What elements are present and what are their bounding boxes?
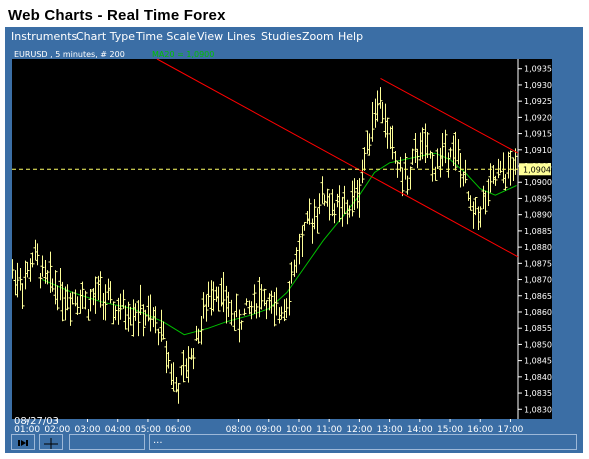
menu-view[interactable]: View	[197, 30, 224, 43]
y-tick-label: 1,0925	[524, 97, 552, 106]
x-tick-label: 06:00	[165, 425, 191, 435]
price-chart[interactable]: EURUSD , 5 minutes, # 200 MA20 = 1,0900 …	[12, 50, 552, 454]
y-tick-label: 1,0910	[524, 146, 552, 155]
chart-window: Instruments Chart Type Time Scale View L…	[5, 27, 583, 453]
y-tick-label: 1,0935	[524, 65, 552, 74]
ma20-label: MA20 = 1,0900	[152, 50, 214, 59]
current-price-label: 1,0904	[523, 165, 551, 174]
y-tick-label: 1,0835	[524, 389, 552, 398]
trend-line[interactable]	[156, 58, 519, 258]
status-bar: ...	[5, 432, 583, 453]
trend-line[interactable]	[380, 78, 519, 154]
current-price-marker	[519, 163, 551, 176]
date-label: 08/27/03	[14, 416, 59, 427]
price-axis	[518, 59, 552, 419]
menu-instruments[interactable]: Instruments	[11, 30, 78, 43]
menu-chart-type[interactable]: Chart Type	[76, 30, 135, 43]
y-tick-label: 1,0900	[524, 178, 552, 187]
menu-zoom[interactable]: Zoom	[302, 30, 334, 43]
menu-time-scale[interactable]: Time Scale	[136, 30, 197, 43]
y-tick-label: 1,0895	[524, 194, 552, 203]
y-tick-label: 1,0920	[524, 113, 552, 122]
x-tick-label: 02:00	[44, 425, 70, 435]
status-field-1	[69, 434, 145, 450]
y-tick-label: 1,0855	[524, 324, 552, 333]
x-tick-label: 10:00	[286, 425, 312, 435]
x-tick-label: 05:00	[135, 425, 161, 435]
play-pause-button[interactable]	[11, 434, 35, 450]
app-title: Web Charts - Real Time Forex	[8, 7, 226, 24]
x-tick-label: 03:00	[75, 425, 101, 435]
menu-bar: Instruments Chart Type Time Scale View L…	[5, 27, 583, 47]
y-tick-label: 1,0875	[524, 259, 552, 268]
y-tick-label: 1,0890	[524, 211, 552, 220]
x-tick-label: 01:00	[14, 425, 40, 435]
menu-help[interactable]: Help	[338, 30, 364, 43]
y-tick-label: 1,0860	[524, 308, 552, 317]
x-tick-label: 11:00	[316, 425, 342, 435]
y-tick-label: 1,0930	[524, 81, 552, 90]
y-tick-label: 1,0840	[524, 373, 552, 382]
symbol-info: EURUSD , 5 minutes, # 200	[14, 50, 125, 59]
status-field-2: ...	[149, 434, 577, 450]
y-tick-label: 1,0885	[524, 227, 552, 236]
x-tick-label: 15:00	[437, 425, 463, 435]
menu-studies[interactable]: Studies	[261, 30, 302, 43]
x-tick-label: 04:00	[105, 425, 131, 435]
x-tick-label: 17:00	[497, 425, 523, 435]
y-tick-label: 1,0870	[524, 276, 552, 285]
plot-area	[12, 59, 518, 419]
x-tick-label: 09:00	[256, 425, 282, 435]
crosshair-icon	[44, 438, 58, 449]
x-tick-label: 16:00	[467, 425, 493, 435]
menu-lines[interactable]: Lines	[227, 30, 256, 43]
x-tick-label: 13:00	[377, 425, 403, 435]
y-tick-label: 1,0850	[524, 340, 552, 349]
crosshair-button[interactable]	[39, 434, 63, 450]
y-tick-label: 1,0915	[524, 130, 552, 139]
play-pause-icon	[18, 440, 28, 446]
y-tick-label: 1,0880	[524, 243, 552, 252]
x-tick-label: 14:00	[407, 425, 433, 435]
x-tick-label: 12:00	[346, 425, 372, 435]
y-tick-label: 1,0830	[524, 405, 552, 414]
x-tick-label: 08:00	[226, 425, 252, 435]
y-tick-label: 1,0845	[524, 357, 552, 366]
y-tick-label: 1,0865	[524, 292, 552, 301]
